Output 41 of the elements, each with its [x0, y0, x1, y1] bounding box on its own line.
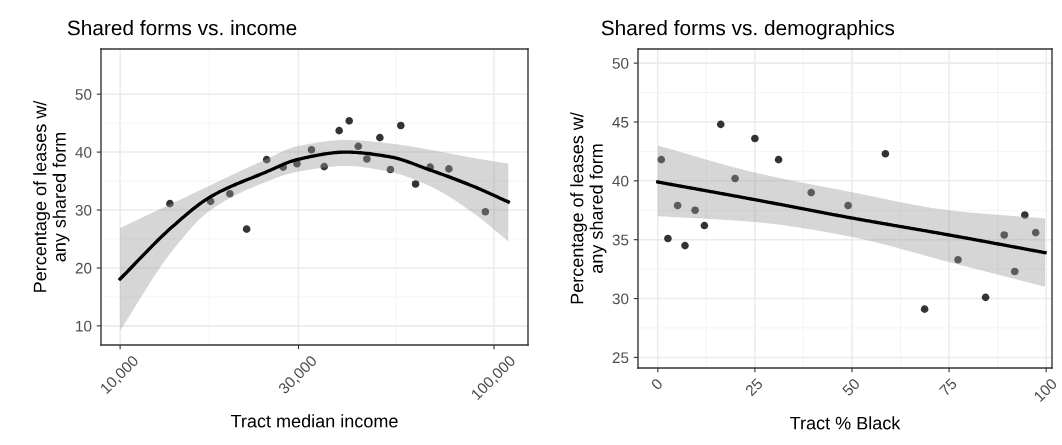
- point: [657, 155, 666, 164]
- x-axis-title: Tract median income: [230, 414, 398, 428]
- point: [673, 201, 682, 210]
- point: [981, 293, 990, 302]
- x-tick-label: 25: [744, 377, 764, 397]
- y-tick-label: 50: [612, 57, 629, 69]
- y-tick-label: 50: [75, 89, 92, 100]
- y-tick-label: 40: [75, 146, 92, 158]
- x-tick-label: 100: [1033, 377, 1058, 403]
- point: [1000, 231, 1009, 239]
- point: [807, 188, 816, 197]
- point: [774, 155, 783, 164]
- x-tick-label: 0: [650, 377, 664, 391]
- point: [954, 255, 962, 264]
- y-tick-label: 30: [612, 293, 629, 305]
- point: [881, 149, 890, 158]
- chart-title: Shared forms vs. demographics: [601, 20, 895, 40]
- y-tick-label: 35: [612, 234, 629, 246]
- point: [716, 120, 725, 129]
- point: [700, 221, 709, 230]
- x-tick-label: 50: [841, 377, 861, 397]
- point: [1010, 267, 1019, 276]
- point: [731, 174, 739, 183]
- x-tick-label: 75: [938, 377, 958, 397]
- point: [751, 134, 759, 143]
- point: [844, 201, 852, 210]
- y-tick-label: 45: [612, 117, 629, 128]
- x-axis-title: Tract % Black: [790, 416, 901, 430]
- point: [1021, 211, 1029, 219]
- y-tick-label: 40: [612, 175, 629, 187]
- y-tick-label: 20: [75, 262, 92, 274]
- y-tick-label: 10: [76, 320, 92, 332]
- chart-title: Shared forms vs. income: [67, 20, 297, 36]
- point: [681, 241, 689, 250]
- point: [920, 305, 929, 313]
- point: [664, 234, 672, 243]
- point: [1031, 228, 1040, 237]
- y-tick-label: 30: [75, 204, 92, 216]
- y-axis-title: Percentage of leases w/ any shared form: [570, 112, 607, 304]
- y-axis-title: Percentage of leases w/ any shared form: [33, 100, 70, 292]
- point: [691, 206, 699, 215]
